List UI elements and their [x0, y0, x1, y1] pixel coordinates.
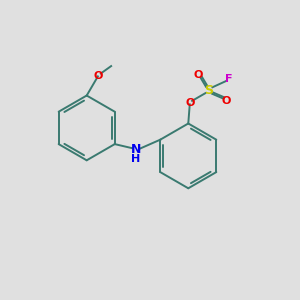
Text: S: S	[204, 84, 213, 97]
Text: O: O	[193, 70, 202, 80]
Text: O: O	[93, 71, 103, 81]
Text: N: N	[131, 143, 141, 156]
Text: H: H	[131, 154, 141, 164]
Text: O: O	[221, 96, 231, 106]
Text: F: F	[225, 74, 233, 84]
Text: O: O	[185, 98, 194, 108]
